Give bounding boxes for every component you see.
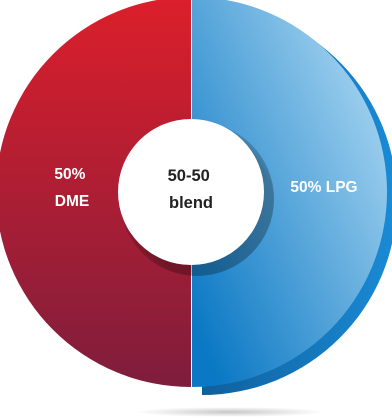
lpg-slice-label: 50% LPG (290, 179, 357, 196)
center-label: 50-50 blend (168, 167, 215, 212)
dme-slice-label: 50% DME (54, 166, 89, 210)
dme-slice (0, 0, 191, 387)
lpg-slice (192, 0, 387, 387)
center-hole (118, 119, 264, 265)
